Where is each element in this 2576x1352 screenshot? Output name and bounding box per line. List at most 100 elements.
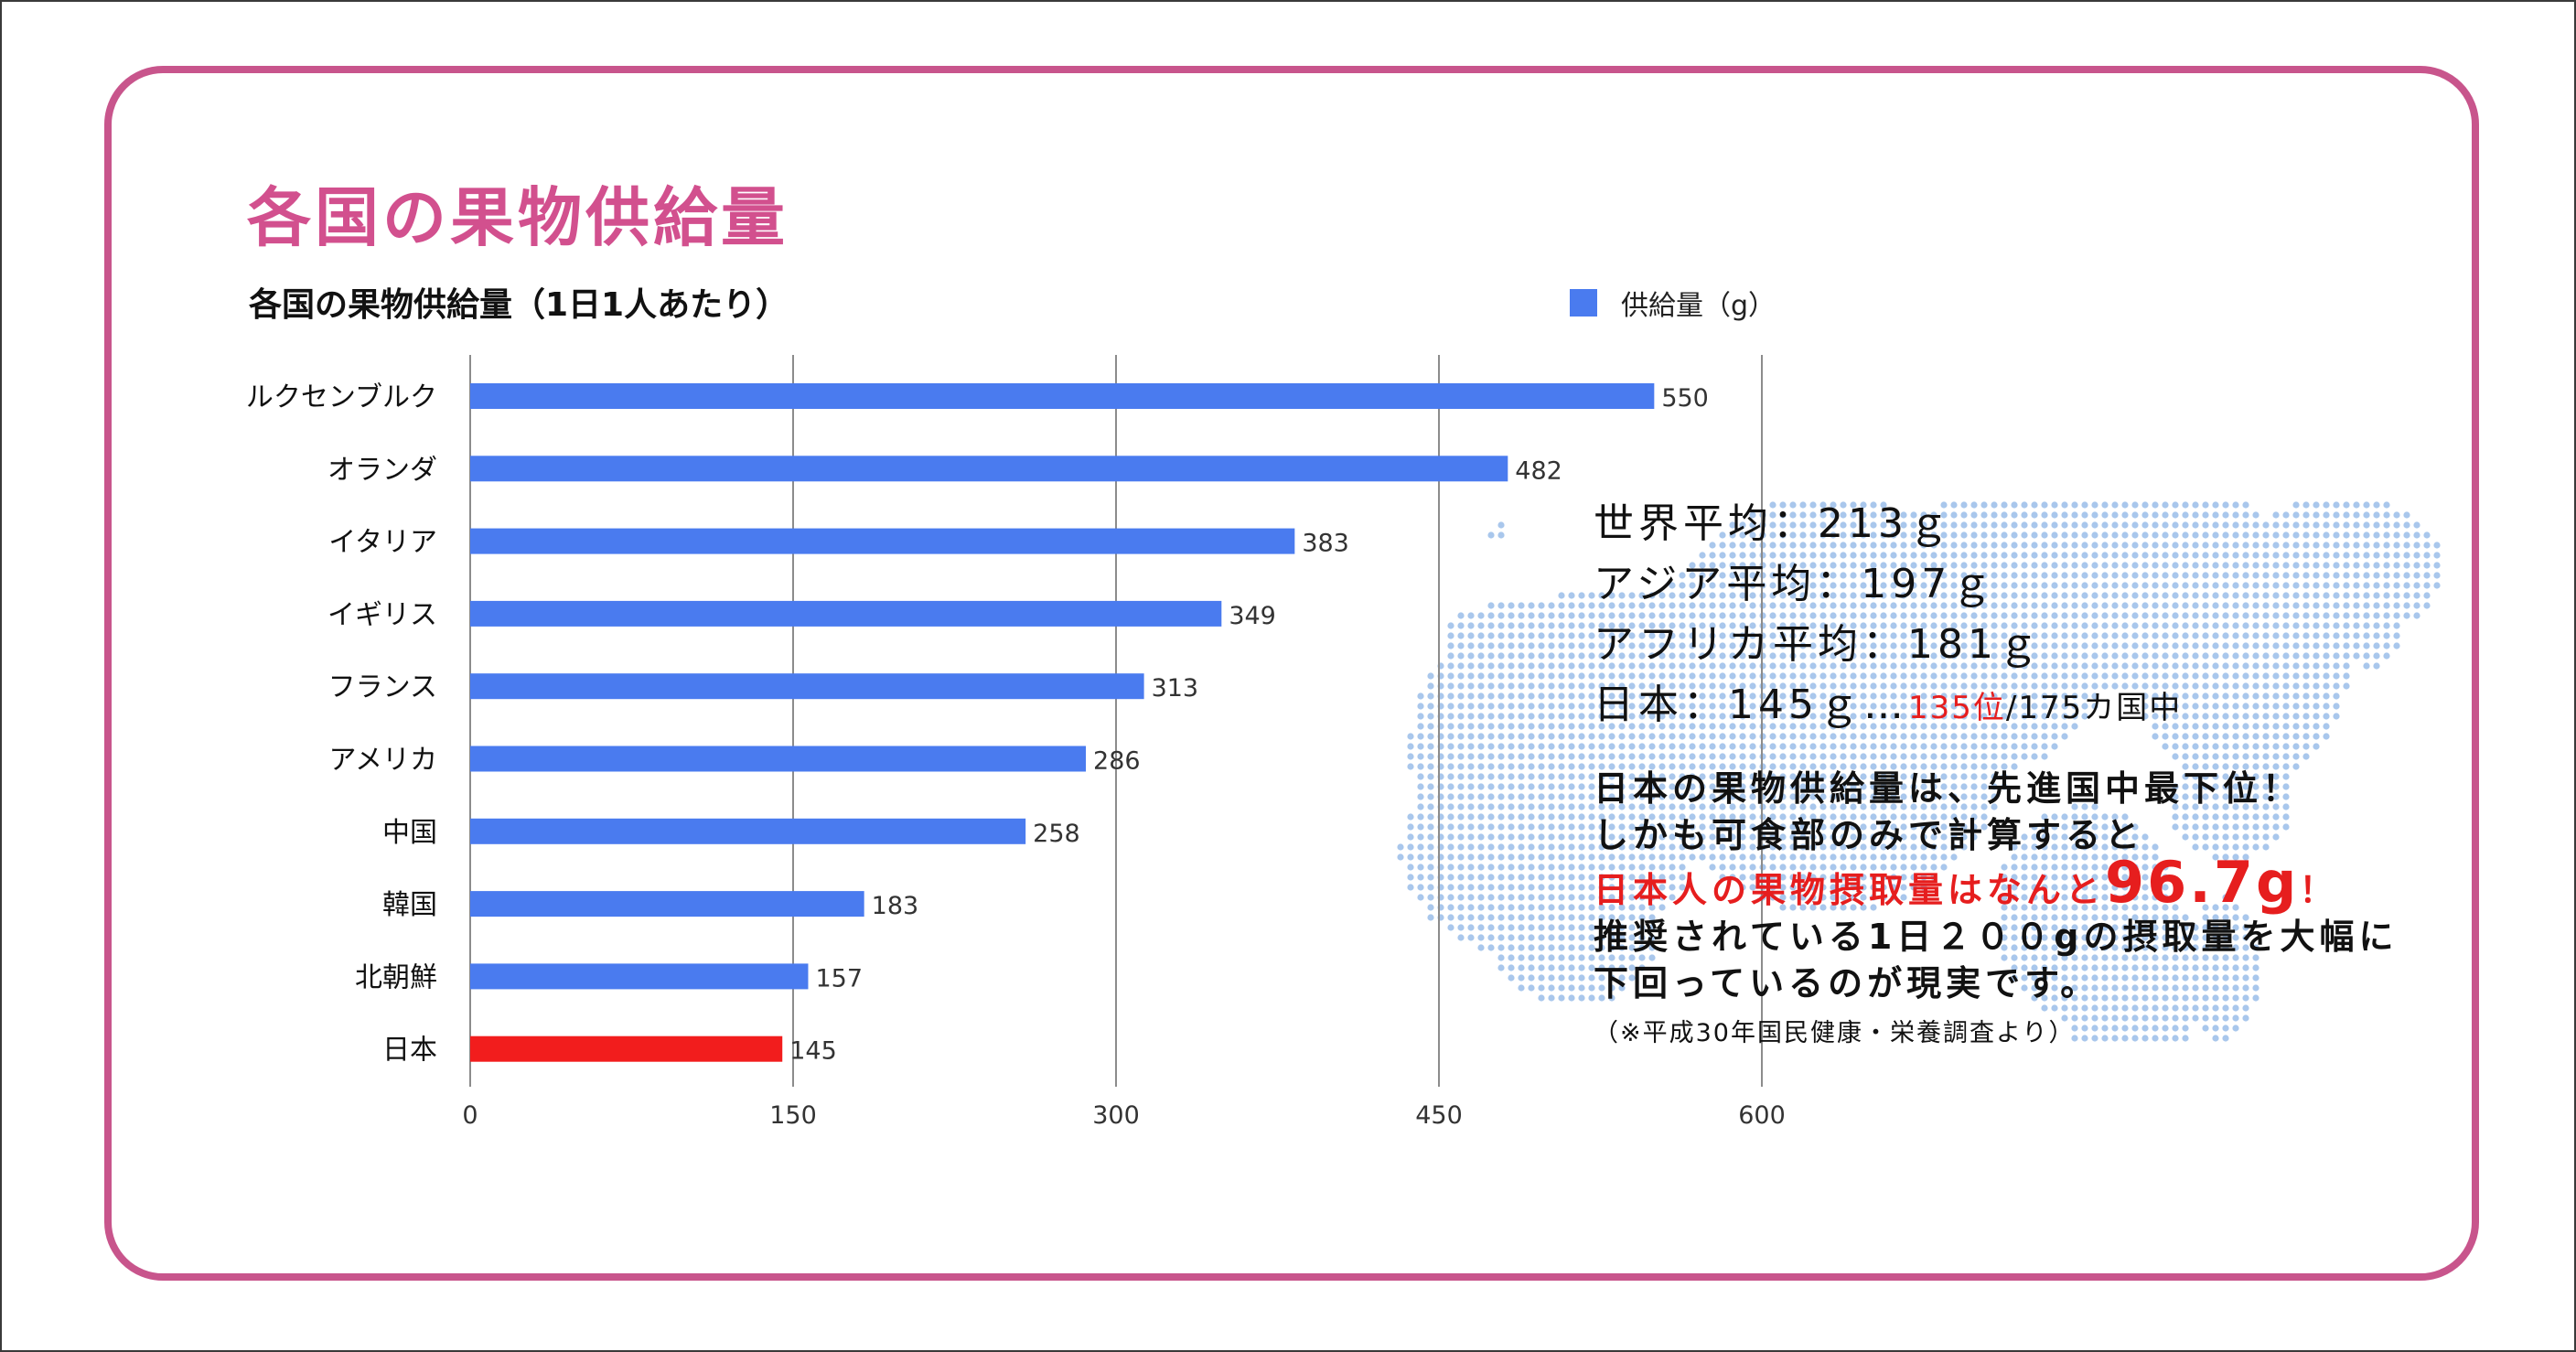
map-dot (1739, 642, 1746, 649)
map-dot (1840, 501, 1847, 509)
map-dot (1920, 552, 1927, 559)
map-dot (1799, 803, 1807, 810)
map-dot (1568, 753, 1575, 760)
map-dot (1880, 884, 1887, 891)
map-dot (2323, 622, 2330, 629)
map-dot (1900, 813, 1907, 821)
map-dot (1457, 662, 1465, 670)
map-dot (1487, 803, 1495, 810)
map-dot (2192, 592, 2199, 599)
map-dot (1588, 753, 1595, 760)
map-dot (2363, 632, 2370, 639)
map-dot (1658, 632, 1666, 639)
map-dot (1991, 622, 1998, 629)
map-dot (1578, 692, 1585, 700)
map-dot (1588, 723, 1595, 730)
map-dot (1769, 552, 1776, 559)
map-dot (2111, 642, 2119, 649)
map-dot (1980, 672, 1988, 680)
map-dot (1417, 773, 1424, 780)
map-dot (1900, 864, 1907, 871)
map-dot (2383, 542, 2390, 549)
map-dot (2182, 813, 2189, 821)
map-dot (2212, 723, 2219, 730)
map-dot (1528, 833, 1535, 841)
map-dot (1980, 521, 1988, 529)
map-dot (2141, 602, 2149, 609)
map-dot (1900, 793, 1907, 800)
map-dot (1991, 572, 1998, 579)
map-dot (1860, 542, 1867, 549)
map-dot (1789, 662, 1797, 670)
map-dot (1840, 783, 1847, 790)
map-dot (1648, 843, 1656, 851)
map-dot (1970, 562, 1978, 569)
map-dot (1950, 843, 1958, 851)
map-dot (2182, 763, 2189, 770)
map-dot (1427, 672, 1434, 680)
map-dot (2242, 672, 2249, 680)
map-dot (2011, 682, 2018, 690)
map-dot (1769, 733, 1776, 740)
map-dot (1628, 823, 1636, 831)
map-dot (1809, 773, 1817, 780)
map-dot (1508, 793, 1515, 800)
map-dot (1809, 642, 1817, 649)
map-dot (1729, 763, 1736, 770)
map-dot (1789, 743, 1797, 750)
map-dot (1608, 602, 1615, 609)
data-label: 183 (872, 892, 919, 920)
map-dot (2222, 542, 2229, 549)
map-dot (1860, 672, 1867, 680)
map-dot (1789, 793, 1797, 800)
map-dot (1930, 773, 1937, 780)
map-dot (1870, 843, 1877, 851)
map-dot (1618, 773, 1626, 780)
map-dot (1970, 753, 1978, 760)
map-dot (2222, 733, 2229, 740)
map-dot (2373, 592, 2380, 599)
map-dot (2051, 813, 2058, 821)
map-dot (2111, 833, 2119, 841)
map-dot (1809, 813, 1817, 821)
map-dot (2041, 572, 2048, 579)
map-dot (1588, 733, 1595, 740)
map-dot (1548, 632, 1555, 639)
map-dot (1508, 713, 1515, 720)
map-dot (1799, 884, 1807, 891)
map-dot (2363, 562, 2370, 569)
map-dot (2172, 622, 2179, 629)
map-dot (1850, 874, 1857, 881)
map-dot (2041, 562, 2048, 569)
map-dot (2232, 521, 2239, 529)
map-dot (1880, 521, 1887, 529)
map-dot (1417, 793, 1424, 800)
map-dot (2081, 713, 2088, 720)
map-dot (2152, 713, 2159, 720)
map-dot (1769, 753, 1776, 760)
map-dot (1960, 843, 1968, 851)
map-dot (1648, 884, 1656, 891)
map-dot (2111, 864, 2119, 871)
map-dot (2101, 853, 2109, 861)
map-dot (1618, 743, 1626, 750)
map-dot (2141, 521, 2149, 529)
map-dot (1518, 773, 1525, 780)
map-dot (1850, 733, 1857, 740)
map-dot (1588, 853, 1595, 861)
map-dot (2152, 703, 2159, 710)
map-dot (1850, 843, 1857, 851)
map-dot (1548, 602, 1555, 609)
map-dot (2192, 632, 2199, 639)
map-dot (1860, 562, 1867, 569)
map-dot (1719, 662, 1726, 670)
map-dot (2252, 622, 2259, 629)
map-dot (1457, 672, 1465, 680)
map-dot (1980, 552, 1988, 559)
map-dot (1588, 833, 1595, 841)
map-dot (1427, 884, 1434, 891)
map-dot (1940, 723, 1948, 730)
map-dot (1628, 864, 1636, 871)
map-dot (1980, 682, 1988, 690)
map-dot (1699, 602, 1706, 609)
